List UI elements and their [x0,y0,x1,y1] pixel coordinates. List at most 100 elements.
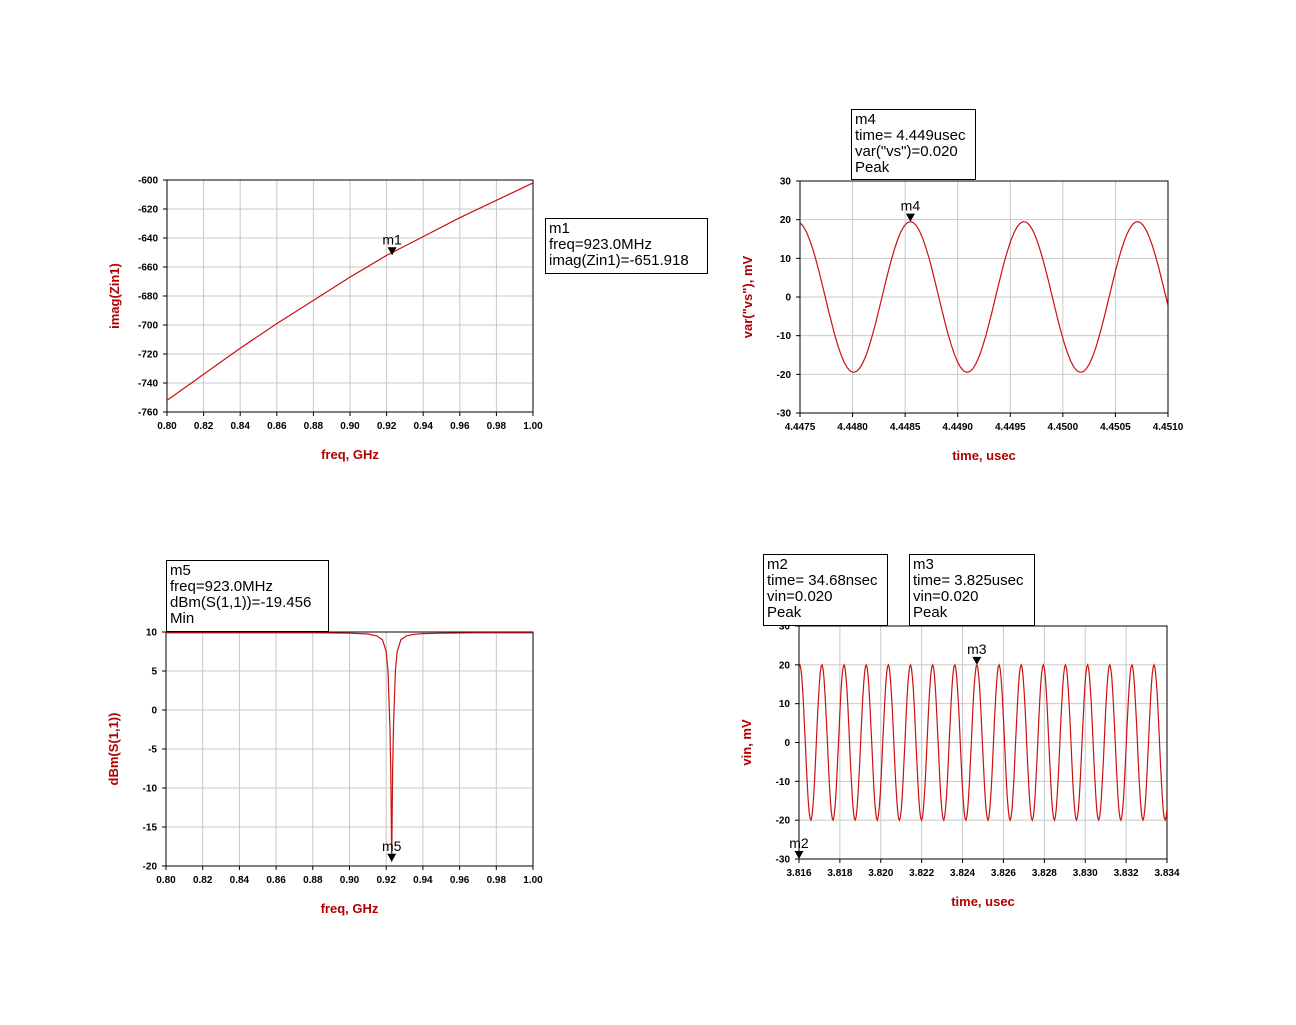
y-tick-label: -680 [138,292,158,303]
plot-border [166,179,534,413]
plot-border [798,625,1168,860]
y-axis-label: vin, mV [739,719,754,766]
marker-y-value: vin=0.020 [913,588,979,605]
y-tick-label: 10 [779,699,791,710]
marker-name-label: m3 [967,641,987,657]
y-tick-label: -30 [776,855,791,866]
marker-readout-m2: m2 time= 34.68nsec vin=0.020 Peak [763,554,888,626]
series-line [799,663,1167,822]
x-tick-label: 4.4485 [890,422,921,433]
x-tick-label: 3.832 [1114,868,1139,879]
y-tick-label: -20 [776,816,791,827]
x-tick-label: 0.88 [303,875,323,886]
y-tick-label: -20 [143,862,158,873]
marker-readout-m1: m1 freq=923.0MHz imag(Zin1)=-651.918 [545,218,708,274]
x-tick-label: 3.818 [827,868,852,879]
marker-mode: Peak [913,604,948,621]
y-tick-label: 0 [784,738,790,749]
x-tick-label: 0.86 [266,875,286,886]
marker-triangle[interactable] [972,656,982,665]
x-tick-label: 0.84 [230,421,250,432]
chart-c4: 3.816 3.818 3.820 3.822 3.824 3.826 3.828 3.830… [739,622,1180,910]
y-tick-label: -30 [777,409,792,420]
x-axis-label: time, usec [952,448,1016,463]
x-tick-label: 3.828 [1032,868,1057,879]
x-tick-label: 4.4475 [785,422,816,433]
marker-y-value: dBm(S(1,1))=-19.456 [170,594,312,611]
y-axis-label: var("vs"), mV [740,255,755,338]
x-tick-label: 0.82 [193,875,213,886]
chart-c3: 0.80 0.82 0.84 0.86 0.88 0.90 0.92 0.94 0.96 0.98… [106,628,543,917]
x-tick-label: 0.82 [194,421,214,432]
marker-name-label: m5 [382,838,402,854]
y-tick-label: -10 [776,777,791,788]
x-tick-label: 0.98 [487,421,507,432]
x-tick-label: 0.80 [156,875,176,886]
marker-x-value: time= 34.68nsec [767,572,878,589]
x-tick-label: 3.830 [1073,868,1098,879]
y-tick-label: 20 [779,660,791,671]
marker-x-value: time= 4.449usec [855,127,966,144]
x-tick-label: 0.92 [377,421,397,432]
y-tick-label: -740 [138,379,158,390]
y-tick-label: 10 [780,254,792,265]
x-tick-label: 3.824 [950,868,975,879]
x-axis-label: freq, GHz [321,447,379,462]
y-tick-label: -720 [138,350,158,361]
marker-x-value: time= 3.825usec [913,572,1024,589]
x-tick-label: 1.00 [523,875,543,886]
x-tick-label: 3.822 [909,868,934,879]
y-tick-label: 5 [151,667,157,678]
marker-mode: Peak [767,604,802,621]
x-axis-label: time, usec [951,894,1015,909]
marker-y-value: imag(Zin1)=-651.918 [549,252,689,269]
plot-border [799,180,1169,414]
y-axis-label: imag(Zin1) [107,263,122,329]
y-tick-label: 0 [151,706,157,717]
x-tick-label: 0.94 [413,875,433,886]
x-tick-label: 4.4480 [837,422,868,433]
x-tick-label: 4.4505 [1100,422,1131,433]
x-tick-label: 0.96 [450,875,470,886]
x-axis-label: freq, GHz [321,901,379,916]
y-tick-label: 0 [785,293,791,304]
x-tick-label: 4.4510 [1153,422,1184,433]
x-tick-label: 4.4500 [1048,422,1079,433]
marker-readout-m5: m5 freq=923.0MHz dBm(S(1,1))=-19.456 Min [166,560,329,632]
x-tick-label: 4.4495 [995,422,1026,433]
marker-name-label: m2 [789,835,809,851]
y-tick-label: -760 [138,408,158,419]
y-axis-label: dBm(S(1,1)) [106,713,121,786]
marker-x-value: freq=923.0MHz [170,578,273,595]
x-tick-label: 3.816 [786,868,811,879]
x-tick-label: 0.80 [157,421,177,432]
y-tick-label: -620 [138,205,158,216]
chart-c1: 0.80 0.82 0.84 0.86 0.88 0.90 0.92 0.94 0.96 0.98… [107,176,543,463]
x-tick-label: 1.00 [523,421,543,432]
marker-y-value: vin=0.020 [767,588,833,605]
series-line [800,220,1168,374]
y-tick-label: -600 [138,176,158,187]
marker-label: m2 [767,556,788,573]
marker-triangle[interactable] [794,851,804,859]
x-tick-label: 4.4490 [942,422,973,433]
marker-readout-m4: m4 time= 4.449usec var("vs")=0.020 Peak [851,109,976,180]
x-tick-label: 0.90 [340,421,360,432]
marker-mode: Peak [855,159,890,176]
x-tick-label: 0.86 [267,421,287,432]
series-line [167,182,533,401]
y-tick-label: -15 [143,823,158,834]
x-tick-label: 0.96 [450,421,470,432]
y-tick-label: -10 [143,784,158,795]
marker-triangle[interactable] [905,213,915,222]
x-tick-label: 3.820 [868,868,893,879]
marker-triangle[interactable] [387,853,397,862]
y-tick-label: -20 [777,370,792,381]
marker-mode: Min [170,610,195,627]
y-tick-label: -10 [777,331,792,342]
y-tick-label: -640 [138,234,158,245]
marker-name-label: m4 [901,198,921,214]
marker-readout-m3: m3 time= 3.825usec vin=0.020 Peak [909,554,1035,626]
marker-triangle[interactable] [387,247,397,256]
